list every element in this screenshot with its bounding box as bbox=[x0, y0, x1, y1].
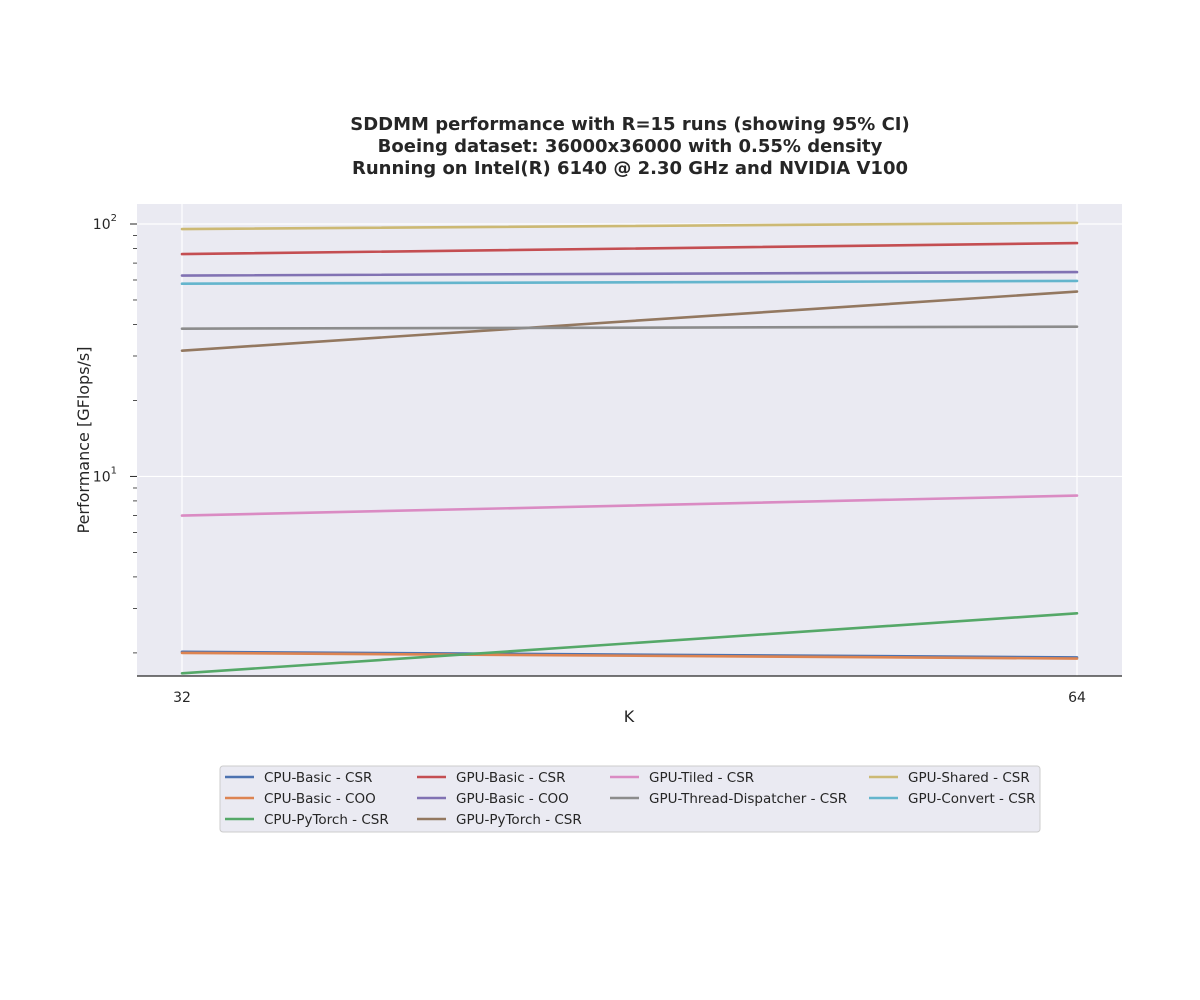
legend-item-cpu-basic-coo: CPU-Basic - COO bbox=[225, 791, 376, 807]
x-axis-ticks: 32 64 bbox=[173, 690, 1086, 706]
legend: CPU-Basic - CSR CPU-Basic - COO CPU-PyTorc… bbox=[219, 765, 1041, 833]
legend-label: GPU-Thread-Dispatcher - CSR bbox=[649, 791, 847, 807]
legend-label: GPU-Shared - CSR bbox=[908, 770, 1030, 786]
y-axis-ticks: 101 102 bbox=[93, 213, 137, 654]
legend-item-gpu-convert-csr: GPU-Convert - CSR bbox=[869, 791, 1036, 807]
title-line-2: Boeing dataset: 36000x36000 with 0.55% d… bbox=[378, 136, 883, 157]
legend-item-gpu-basic-coo: GPU-Basic - COO bbox=[417, 791, 569, 807]
x-tick-label: 32 bbox=[173, 690, 191, 706]
legend-label: GPU-Basic - COO bbox=[456, 791, 569, 807]
series-line-gpu-basic-coo bbox=[180, 270, 1079, 277]
legend-label: CPU-Basic - CSR bbox=[264, 770, 372, 786]
series-line-gpu-pytorch-csr bbox=[180, 290, 1079, 352]
legend-item-gpu-basic-csr: GPU-Basic - CSR bbox=[417, 770, 565, 786]
legend-item-gpu-tiled-csr: GPU-Tiled - CSR bbox=[610, 770, 754, 786]
legend-label: CPU-PyTorch - CSR bbox=[264, 812, 389, 828]
series-line-gpu-tiled-csr bbox=[180, 494, 1079, 517]
legend-label: GPU-Convert - CSR bbox=[908, 791, 1036, 807]
series-line-cpu-basic-coo bbox=[180, 651, 1079, 660]
y-tick-label: 101 bbox=[93, 465, 117, 485]
series-line-cpu-pytorch-csr bbox=[180, 611, 1079, 675]
title-line-1: SDDMM performance with R=15 runs (showin… bbox=[350, 114, 909, 135]
legend-item-gpu-shared-csr: GPU-Shared - CSR bbox=[869, 770, 1030, 786]
y-tick-label: 102 bbox=[93, 213, 117, 233]
legend-label: GPU-Basic - CSR bbox=[456, 770, 565, 786]
title-line-3: Running on Intel(R) 6140 @ 2.30 GHz and … bbox=[352, 158, 908, 179]
series-line-gpu-basic-csr bbox=[180, 241, 1079, 256]
series-lines bbox=[180, 221, 1079, 675]
x-tick-label: 64 bbox=[1068, 690, 1086, 706]
legend-item-cpu-basic-csr: CPU-Basic - CSR bbox=[225, 770, 372, 786]
series-line-gpu-convert-csr bbox=[180, 279, 1079, 286]
series-line-gpu-thread-dispatcher-csr bbox=[180, 325, 1079, 330]
series-line-gpu-shared-csr bbox=[180, 221, 1079, 231]
legend-label: CPU-Basic - COO bbox=[264, 791, 376, 807]
legend-item-gpu-pytorch-csr: GPU-PyTorch - CSR bbox=[417, 812, 582, 828]
legend-label: GPU-PyTorch - CSR bbox=[456, 812, 582, 828]
y-axis-label: Performance [GFlops/s] bbox=[74, 346, 93, 533]
legend-item-gpu-thread-dispatcher-csr: GPU-Thread-Dispatcher - CSR bbox=[610, 791, 847, 807]
x-axis-label: K bbox=[624, 707, 635, 726]
legend-item-cpu-pytorch-csr: CPU-PyTorch - CSR bbox=[225, 812, 389, 828]
chart-title: SDDMM performance with R=15 runs (showin… bbox=[350, 114, 909, 179]
legend-label: GPU-Tiled - CSR bbox=[649, 770, 754, 786]
